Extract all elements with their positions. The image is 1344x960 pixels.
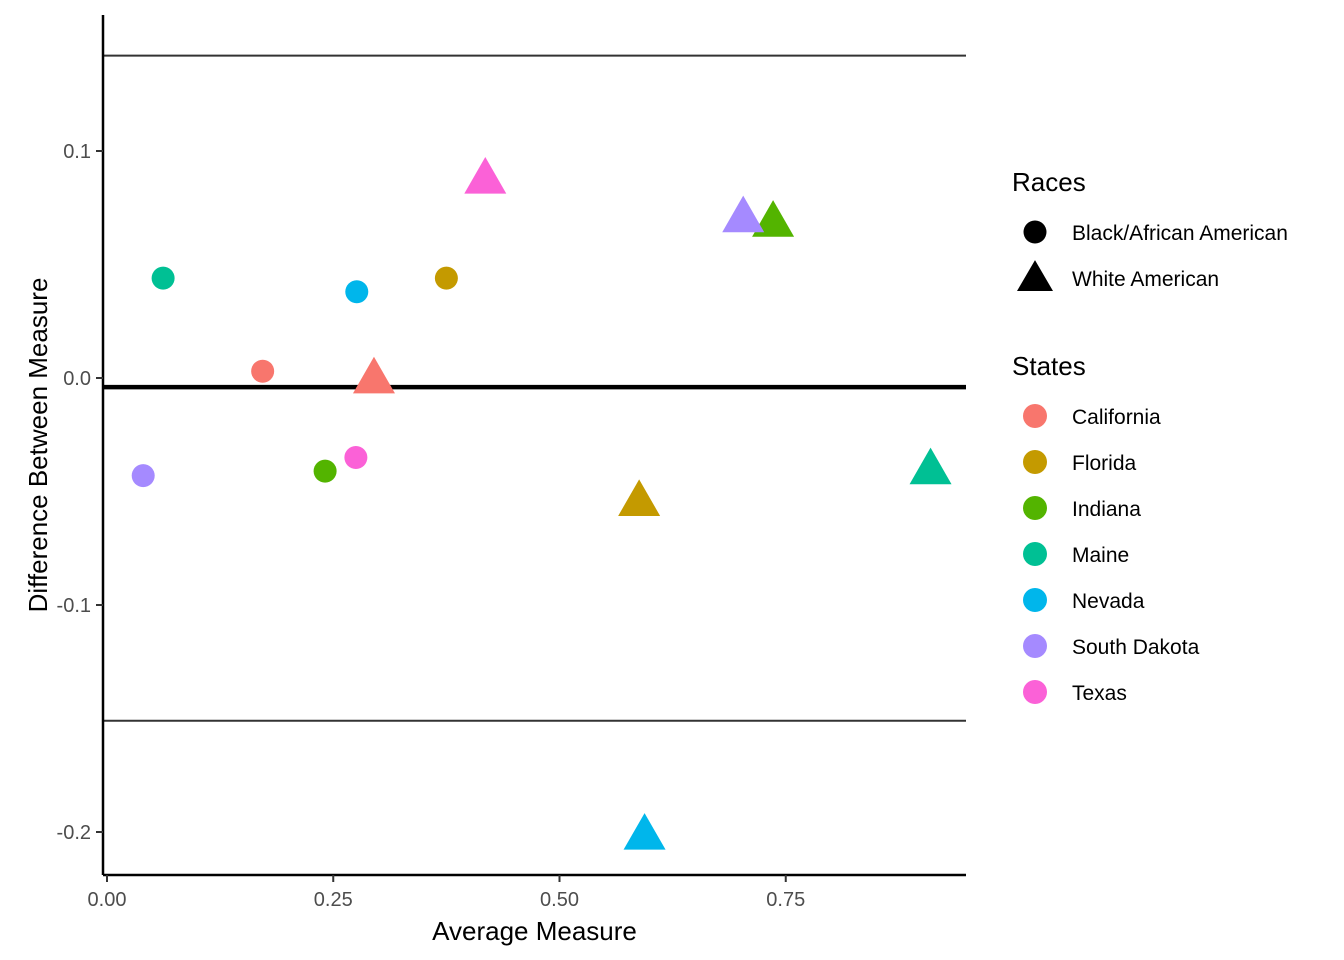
legend-title: States [1012, 351, 1086, 381]
point-nevada-circle [345, 280, 369, 304]
legend-label: California [1072, 406, 1161, 429]
point-nevada-triangle [623, 813, 666, 850]
legend-key-maine [1023, 542, 1047, 566]
point-indiana-circle [313, 459, 337, 483]
legend-label: Black/African American [1072, 222, 1288, 245]
legend-key-texas [1023, 680, 1047, 704]
legend-key-florida [1023, 450, 1047, 474]
legend: Races Black/African American White America… [1012, 167, 1288, 705]
legend-label: South Dakota [1072, 636, 1200, 659]
point-south-dakota-triangle [722, 195, 765, 233]
legend-label: Florida [1072, 452, 1137, 475]
legend-key-california [1023, 404, 1047, 428]
legend-key-circle [1023, 220, 1047, 244]
reference-lines [103, 54, 966, 722]
y-tick-label: 0.1 [63, 141, 91, 163]
axes [101, 15, 966, 877]
point-maine-triangle [909, 447, 952, 485]
point-maine-circle [151, 266, 175, 290]
point-florida-triangle [618, 479, 661, 516]
point-texas-triangle [464, 157, 507, 194]
point-california-circle [251, 359, 275, 383]
x-tick-label: 0.00 [88, 889, 127, 911]
x-tick-label: 0.75 [766, 889, 805, 911]
x-tick-label: 0.25 [314, 889, 353, 911]
y-axis-title: Difference Between Measure [23, 278, 53, 613]
point-texas-circle [344, 445, 368, 469]
tick-labels: 0.00 0.25 0.50 0.75 0.1 0.0 -0.1 -0.2 [57, 141, 806, 911]
legend-title: Races [1012, 167, 1086, 197]
y-tick-label: 0.0 [63, 368, 91, 390]
legend-key-south-dakota [1023, 634, 1047, 658]
legend-key-indiana [1023, 496, 1047, 520]
point-california-triangle [352, 356, 395, 394]
point-south-dakota-circle [131, 464, 155, 488]
y-tick-label: -0.1 [57, 595, 91, 617]
y-tick-label: -0.2 [57, 822, 91, 844]
legend-label: White American [1072, 268, 1219, 291]
legend-key-nevada [1023, 588, 1047, 612]
data-points [131, 157, 952, 850]
x-tick-label: 0.50 [540, 889, 579, 911]
legend-label: Maine [1072, 544, 1129, 567]
legend-key-triangle [1017, 260, 1053, 291]
legend-label: Nevada [1072, 590, 1145, 613]
x-axis-title: Average Measure [432, 916, 637, 946]
point-indiana-triangle [752, 200, 795, 237]
legend-label: Indiana [1072, 498, 1141, 521]
point-florida-circle [434, 266, 458, 290]
legend-label: Texas [1072, 682, 1127, 705]
